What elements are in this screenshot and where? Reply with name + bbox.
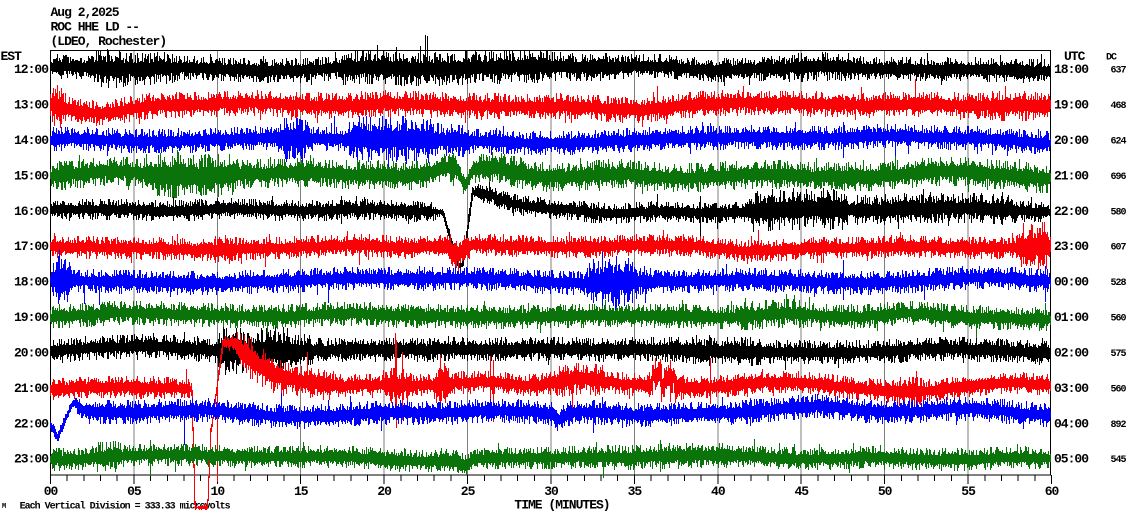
svg-text:560: 560 (1110, 314, 1126, 325)
svg-text:18:00: 18:00 (1054, 62, 1089, 77)
svg-text:580: 580 (1110, 207, 1126, 218)
svg-text:21:00: 21:00 (14, 381, 49, 396)
svg-text:02:00: 02:00 (1054, 345, 1089, 360)
svg-text:13:00: 13:00 (14, 98, 49, 113)
svg-text:560: 560 (1110, 384, 1126, 395)
svg-text:14:00: 14:00 (14, 133, 49, 148)
svg-text:468: 468 (1110, 101, 1126, 112)
svg-text:16:00: 16:00 (14, 204, 49, 219)
svg-text:03:00: 03:00 (1054, 381, 1089, 396)
svg-text:575: 575 (1110, 349, 1126, 360)
svg-text:00:00: 00:00 (1054, 275, 1089, 290)
svg-text:DC: DC (1106, 53, 1117, 64)
svg-text:Aug 2,2025: Aug 2,2025 (51, 5, 120, 20)
svg-text:10: 10 (211, 484, 226, 499)
svg-text:40: 40 (711, 484, 726, 499)
svg-text:00: 00 (44, 484, 59, 499)
svg-text:19:00: 19:00 (14, 310, 49, 325)
svg-text:35: 35 (628, 484, 643, 499)
svg-text:637: 637 (1110, 66, 1126, 77)
svg-text:50: 50 (878, 484, 893, 499)
svg-text:25: 25 (461, 484, 476, 499)
svg-text:20: 20 (377, 484, 392, 499)
svg-text:892: 892 (1110, 420, 1126, 431)
svg-text:17:00: 17:00 (14, 239, 49, 254)
svg-text:23:00: 23:00 (14, 452, 49, 467)
svg-text:20:00: 20:00 (14, 345, 49, 360)
svg-text:18:00: 18:00 (14, 275, 49, 290)
svg-text:01:00: 01:00 (1054, 310, 1089, 325)
svg-text:TIME (MINUTES): TIME (MINUTES) (514, 498, 609, 513)
svg-text:EST: EST (1, 49, 23, 64)
svg-text:528: 528 (1110, 278, 1126, 289)
svg-text:(LDEO, Rochester): (LDEO, Rochester) (51, 34, 167, 49)
svg-text:20:00: 20:00 (1054, 133, 1089, 148)
svg-text:624: 624 (1110, 136, 1126, 147)
svg-text:ROC HHE LD --: ROC HHE LD -- (51, 20, 139, 35)
svg-text:30: 30 (544, 484, 559, 499)
svg-text:05: 05 (127, 484, 142, 499)
svg-text:22:00: 22:00 (1054, 204, 1089, 219)
svg-text:696: 696 (1110, 172, 1126, 183)
svg-text:55: 55 (961, 484, 976, 499)
svg-text:22:00: 22:00 (14, 416, 49, 431)
svg-text:04:00: 04:00 (1054, 416, 1089, 431)
svg-text:15:00: 15:00 (14, 168, 49, 183)
svg-text:UTC: UTC (1064, 49, 1086, 64)
svg-text:607: 607 (1110, 243, 1126, 254)
svg-text:19:00: 19:00 (1054, 98, 1089, 113)
svg-text:12:00: 12:00 (14, 62, 49, 77)
svg-text:21:00: 21:00 (1054, 168, 1089, 183)
svg-text:Each Vertical Division = 333.: Each Vertical Division = 333.33 microvol… (20, 501, 231, 513)
svg-text:545: 545 (1110, 455, 1126, 466)
svg-text:15: 15 (294, 484, 309, 499)
svg-text:05:00: 05:00 (1054, 452, 1089, 467)
svg-text:23:00: 23:00 (1054, 239, 1089, 254)
svg-text:M: M (2, 503, 6, 511)
svg-text:45: 45 (794, 484, 809, 499)
svg-text:60: 60 (1045, 484, 1060, 499)
